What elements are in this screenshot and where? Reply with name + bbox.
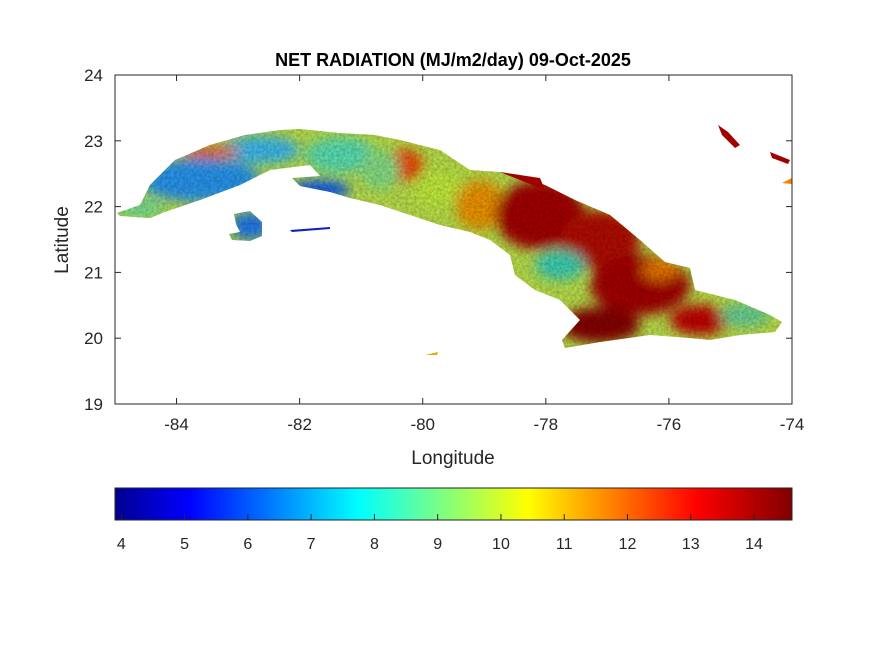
y-tick-label: 22 [84,198,103,217]
y-tick-label: 19 [84,395,103,414]
plot-area [115,75,792,404]
colorbar-tick-label: 13 [682,536,700,553]
y-tick-label: 24 [84,66,103,85]
colorbar-tick-label: 8 [370,536,379,553]
x-tick-label: -76 [657,415,682,434]
colorbar-tick-label: 12 [619,536,637,553]
colorbar-tick-label: 9 [433,536,442,553]
small-keys [290,125,792,355]
chart-title: NET RADIATION (MJ/m2/day) 09-Oct-2025 [275,50,631,70]
colorbar-tick-label: 7 [307,536,316,553]
colorbar [114,487,793,521]
colorbar-tick-label: 14 [745,536,763,553]
x-tick-label: -82 [287,415,312,434]
x-tick-label: -84 [164,415,189,434]
x-axis-label: Longitude [411,448,494,469]
y-tick-label: 23 [84,132,103,151]
colorbar-tick-label: 6 [243,536,252,553]
colorbar-ticks: 4 5 6 7 8 9 10 11 12 13 14 [117,514,763,553]
x-tick-label: -80 [410,415,435,434]
y-axis-label: Latitude [52,206,73,274]
colorbar-tick-label: 4 [117,536,126,553]
colorbar-tick-label: 11 [556,536,573,553]
y-tick-label: 20 [84,329,103,348]
colorbar-tick-label: 5 [180,536,189,553]
x-axis-ticks: -84 -82 -80 -78 -76 -74 [164,75,804,434]
y-tick-label: 21 [84,263,103,282]
y-axis-ticks: 19 20 21 22 23 24 [84,66,792,414]
x-tick-label: -78 [534,415,559,434]
x-tick-label: -74 [780,415,805,434]
colorbar-tick-label: 10 [492,536,510,553]
axes-box [114,74,793,405]
